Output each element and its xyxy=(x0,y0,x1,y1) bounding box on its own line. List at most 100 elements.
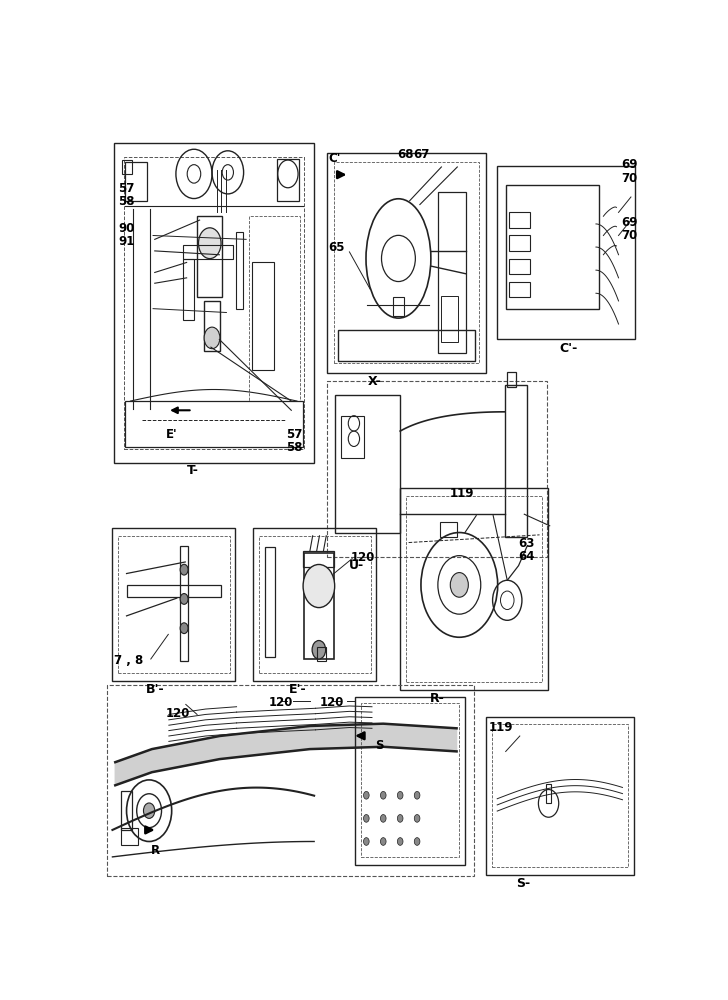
Bar xyxy=(259,536,371,673)
Text: 67: 67 xyxy=(414,148,430,161)
Bar xyxy=(438,192,466,353)
Text: 120: 120 xyxy=(351,551,375,564)
Polygon shape xyxy=(310,724,383,749)
Bar xyxy=(360,703,459,857)
Circle shape xyxy=(303,564,335,608)
Bar xyxy=(317,647,325,661)
Text: C': C' xyxy=(328,152,341,165)
Circle shape xyxy=(451,573,468,597)
Text: 63
64: 63 64 xyxy=(518,537,534,563)
Text: C'-: C'- xyxy=(559,342,577,355)
Circle shape xyxy=(199,228,221,259)
Circle shape xyxy=(397,791,403,799)
Bar xyxy=(327,153,486,373)
Text: 119: 119 xyxy=(488,721,513,734)
Text: T-: T- xyxy=(187,464,199,477)
Text: 7 , 8: 7 , 8 xyxy=(114,654,143,667)
Text: E'-: E'- xyxy=(288,683,306,696)
Circle shape xyxy=(143,803,155,818)
Text: R: R xyxy=(151,844,160,857)
Bar xyxy=(491,724,628,867)
Bar xyxy=(118,536,230,673)
Bar xyxy=(303,551,334,567)
Bar xyxy=(125,162,148,201)
Circle shape xyxy=(381,815,386,822)
Circle shape xyxy=(180,594,188,604)
Circle shape xyxy=(414,791,420,799)
Text: R-: R- xyxy=(430,692,444,705)
Bar xyxy=(338,330,475,361)
Text: 90
91: 90 91 xyxy=(118,222,135,248)
Polygon shape xyxy=(220,726,310,759)
Circle shape xyxy=(397,838,403,845)
Bar xyxy=(497,166,636,339)
Text: 57
58: 57 58 xyxy=(118,182,135,208)
Bar xyxy=(405,496,542,682)
Text: 65: 65 xyxy=(328,241,345,254)
Bar xyxy=(252,262,274,370)
Bar xyxy=(441,296,458,342)
Text: S: S xyxy=(376,739,384,752)
Bar xyxy=(114,143,314,463)
Bar xyxy=(180,546,188,661)
Bar xyxy=(341,416,363,458)
Polygon shape xyxy=(152,736,220,772)
Text: U-: U- xyxy=(349,559,364,572)
Bar xyxy=(546,784,551,803)
Bar xyxy=(124,157,304,449)
Bar xyxy=(122,160,132,174)
Text: 69
70: 69 70 xyxy=(622,158,638,184)
Text: 120: 120 xyxy=(165,707,190,720)
Bar xyxy=(121,791,132,830)
Bar xyxy=(197,216,222,297)
Bar xyxy=(393,297,404,316)
Bar xyxy=(486,717,634,875)
Bar xyxy=(127,585,221,597)
Bar xyxy=(506,185,598,309)
Bar xyxy=(509,282,530,297)
Bar xyxy=(237,232,243,309)
Circle shape xyxy=(363,791,369,799)
Circle shape xyxy=(363,815,369,822)
Text: 120: 120 xyxy=(320,696,344,709)
Bar xyxy=(112,528,235,681)
Bar xyxy=(333,162,479,363)
Bar xyxy=(505,385,527,537)
Bar xyxy=(265,547,275,657)
Text: X-: X- xyxy=(368,375,381,388)
Text: 119: 119 xyxy=(449,487,474,500)
Bar xyxy=(507,372,516,387)
Bar xyxy=(204,301,221,351)
Circle shape xyxy=(312,641,325,659)
Bar xyxy=(277,158,298,201)
Text: 69
70: 69 70 xyxy=(622,216,638,242)
Circle shape xyxy=(381,838,386,845)
Bar xyxy=(121,828,138,845)
Bar xyxy=(125,401,303,447)
Bar xyxy=(304,553,333,659)
Bar xyxy=(183,245,234,259)
Circle shape xyxy=(414,815,420,822)
Bar xyxy=(355,697,465,865)
Circle shape xyxy=(397,815,403,822)
Bar xyxy=(253,528,376,681)
Bar xyxy=(183,259,194,320)
Circle shape xyxy=(414,838,420,845)
Text: 68: 68 xyxy=(397,148,414,161)
Circle shape xyxy=(204,327,220,349)
Bar xyxy=(400,488,548,690)
Bar xyxy=(509,259,530,274)
Polygon shape xyxy=(115,749,152,785)
Bar xyxy=(509,212,530,228)
Bar xyxy=(249,216,300,401)
Bar xyxy=(440,522,456,537)
Text: S-: S- xyxy=(516,877,530,890)
Bar xyxy=(327,381,547,557)
Text: 57
58: 57 58 xyxy=(285,428,302,454)
Bar xyxy=(509,235,530,251)
Circle shape xyxy=(381,791,386,799)
Text: E': E' xyxy=(166,428,178,441)
Polygon shape xyxy=(383,724,456,751)
Circle shape xyxy=(180,623,188,634)
Text: 120: 120 xyxy=(269,696,293,709)
